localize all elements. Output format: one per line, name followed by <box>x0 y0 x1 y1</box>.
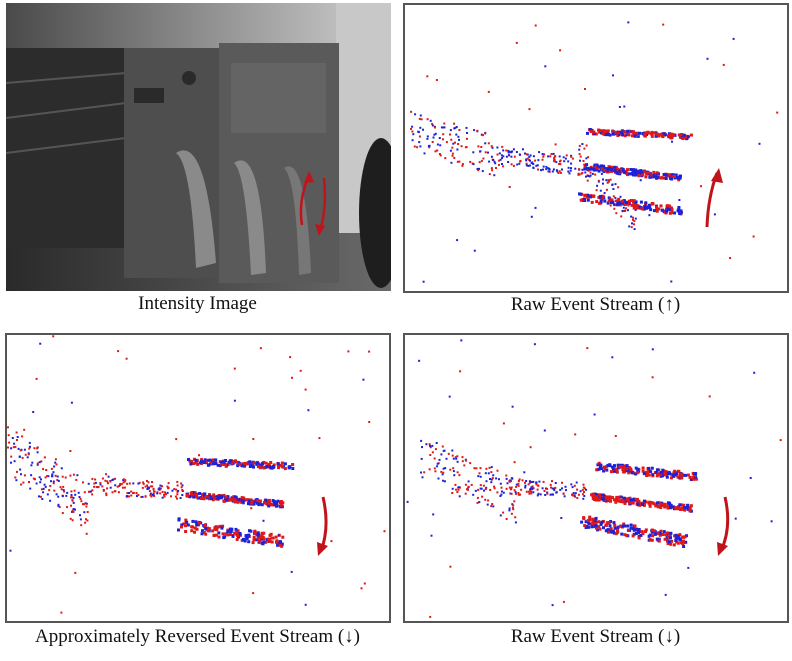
event-dots <box>7 335 386 614</box>
intensity-image-panel <box>6 3 391 291</box>
raw-event-stream-up-panel <box>403 3 789 293</box>
down-arrow-icon <box>319 496 328 552</box>
event-dots <box>410 21 779 283</box>
reversed-event-stream-panel <box>5 333 391 623</box>
event-plot-raw-down <box>406 339 782 618</box>
down-arrow-icon <box>719 496 730 552</box>
intensity-image-caption: Intensity Image <box>138 293 257 314</box>
intensity-image <box>6 3 391 291</box>
event-dots <box>406 339 782 618</box>
reversed-event-stream-caption: Approximately Reversed Event Stream (↓) <box>34 626 360 647</box>
raw-event-stream-down-caption: Raw Event Stream (↓) <box>510 626 681 647</box>
raw-event-stream-up-caption: Raw Event Stream (↑) <box>510 294 681 315</box>
event-plot-raw-up <box>410 21 779 283</box>
event-plot-reversed <box>7 335 386 614</box>
raw-event-stream-down-panel <box>403 333 789 623</box>
